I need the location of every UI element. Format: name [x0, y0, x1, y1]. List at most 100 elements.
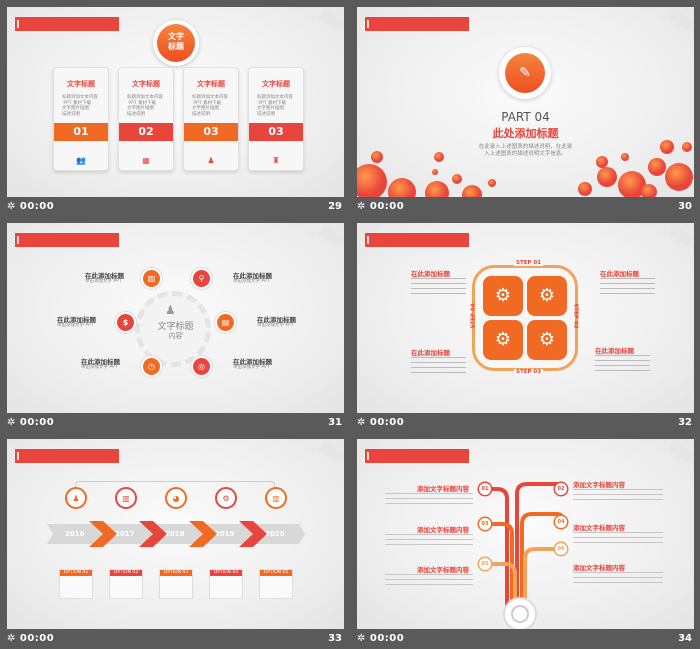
option-card: OPTION 03 — [159, 569, 193, 599]
hexagon-decoration — [300, 8, 344, 35]
person-icon: ♟ — [207, 156, 215, 165]
slide-caption: ✲ 00:00 33 — [7, 631, 344, 649]
item-title: 在此添加标题 — [411, 349, 450, 357]
card-desc: 标题添加文本内容 PPT 素材下载 文字图片插图 描述说明 — [127, 95, 163, 117]
text-placeholder — [385, 534, 473, 548]
text-placeholder — [573, 572, 663, 586]
step-label: STEP 04 — [470, 303, 477, 329]
chart-icon: ♜ — [272, 156, 280, 165]
search-icon: ⚲ — [193, 270, 210, 287]
card-title: 文字标题 — [67, 80, 95, 88]
card-4: 文字标题 标题添加文本内容 PPT 素材下载 文字图片插图 描述说明 03 ♜ — [248, 67, 304, 171]
gear-ring — [135, 291, 211, 367]
building-icon: ▦ — [142, 156, 150, 165]
option-card: OPTION 01 — [59, 569, 93, 599]
bar-chart-icon: ▥ — [117, 489, 135, 507]
slide-canvas: ♟ 文字标题 内容 ▥ ⚲ $ ▤ ◷ ◎ 在此添加标题 单击添加文字 PPT … — [7, 223, 344, 413]
title-bar — [15, 449, 119, 463]
year-label: 2020 — [265, 530, 285, 538]
transition-star-icon: ✲ — [7, 201, 16, 212]
option-card: OPTION 05 — [259, 569, 293, 599]
item-desc: 单击添加文字 PPT — [85, 279, 122, 284]
year-label: 2019 — [215, 530, 235, 538]
slide-number: 31 — [328, 417, 342, 428]
option-card: OPTION 04 — [209, 569, 243, 599]
slide-canvas: 文字 标题 文字标题 标题添加文本内容 PPT 素材下载 文字图片插图 描述说明… — [7, 7, 344, 197]
card-title: 文字标题 — [132, 80, 160, 88]
edit-icon: ✎ — [505, 53, 545, 93]
slide-duration: 00:00 — [19, 633, 55, 644]
card-number: 03 — [184, 123, 238, 141]
card-3: 文字标题 标题添加文本内容 PPT 素材下载 文字图片插图 描述说明 03 ♟ — [183, 67, 239, 171]
center-title: 文字标题 — [157, 322, 194, 332]
item-title: 添加文字标题内容 — [417, 485, 469, 493]
dollar-icon: $ — [117, 314, 134, 331]
item-title: 在此添加标题 — [233, 272, 272, 280]
card-desc: 标题添加文本内容 PPT 素材下载 文字图片插图 描述说明 — [62, 95, 98, 117]
chat-icon: ▤ — [217, 314, 234, 331]
gear-icon: ⚙ — [483, 320, 523, 360]
title-bar — [365, 449, 469, 463]
item-title: 在此添加标题 — [411, 270, 450, 278]
slide-caption: ✲ 00:00 32 — [357, 415, 694, 433]
bar-chart-icon: ▥ — [267, 489, 285, 507]
item-title: 在此添加标题 — [85, 272, 124, 280]
hexagon-decoration — [650, 224, 694, 251]
card-1: 文字标题 标题添加文本内容 PPT 素材下载 文字图片插图 描述说明 01 👥 — [53, 67, 109, 171]
text-placeholder — [385, 493, 473, 507]
option-card: OPTION 02 — [109, 569, 143, 599]
slide-number: 34 — [678, 633, 692, 644]
item-title: 添加文字标题内容 — [417, 526, 469, 534]
card-title: 文字标题 — [197, 80, 225, 88]
step-number: 01 — [479, 483, 491, 495]
step-label: STEP 03 — [514, 369, 544, 375]
item-title: 添加文字标题内容 — [573, 564, 625, 572]
title-bar — [365, 233, 469, 247]
card-number: 02 — [119, 123, 173, 141]
slide-number: 30 — [678, 201, 692, 212]
item-desc: 单击添加文字 PPT — [257, 323, 294, 328]
bar-chart-icon: ▥ — [143, 270, 160, 287]
item-desc: 单击添加文字 PPT — [233, 365, 270, 370]
year-label: 2017 — [115, 530, 135, 538]
text-placeholder — [573, 532, 663, 546]
text-placeholder — [573, 489, 663, 503]
text-placeholder — [600, 278, 655, 296]
title-bar — [365, 17, 469, 31]
item-title: 添加文字标题内容 — [573, 481, 625, 489]
section-heading: 此处添加标题 — [492, 127, 559, 140]
slide-canvas: ✎ PART 04 此处添加标题 在此录入上述图表的描述说明，在此录 入上述图表… — [357, 7, 694, 197]
card-desc: 标题添加文本内容 PPT 素材下载 文字图片插图 描述说明 — [257, 95, 293, 117]
text-placeholder — [411, 357, 466, 375]
timeline-arrow — [47, 521, 305, 547]
slide-number: 33 — [328, 633, 342, 644]
item-title: 添加文字标题内容 — [417, 566, 469, 574]
gear-icon: ⚙ — [527, 320, 567, 360]
center-title: 文字 标题 — [157, 24, 195, 62]
part-label: PART 04 — [501, 110, 550, 124]
slide-canvas: ♟ ▥ ◕ ⚙ ▥ 2016 2017 2018 2019 2020 OPTIO… — [7, 439, 344, 629]
text-placeholder — [595, 355, 650, 373]
section-desc-line1: 在此录入上述图表的描述说明，在此录 — [478, 144, 573, 150]
item-title: 在此添加标题 — [233, 358, 272, 366]
bubble-decoration — [357, 140, 693, 197]
transition-star-icon: ✲ — [357, 633, 366, 644]
section-desc-line2: 入上述图表的描述说明文字信息。 — [484, 151, 567, 157]
gear-icon: ⚙ — [483, 276, 523, 316]
transition-star-icon: ✲ — [357, 201, 366, 212]
year-label: 2016 — [65, 530, 85, 538]
option-label: OPTION 04 — [210, 570, 242, 576]
step-number: 05 — [479, 558, 491, 570]
hexagon-decoration — [300, 224, 344, 251]
option-label: OPTION 01 — [60, 570, 92, 576]
step-label: STEP 02 — [572, 303, 579, 329]
item-title: 在此添加标题 — [81, 358, 120, 366]
option-label: OPTION 03 — [160, 570, 192, 576]
item-title: 在此添加标题 — [600, 270, 639, 278]
step-number: 03 — [479, 518, 491, 530]
user-icon: ♟ — [67, 489, 85, 507]
center-subtitle: 内容 — [168, 332, 183, 340]
slide-duration: 00:00 — [19, 417, 55, 428]
slide-number: 32 — [678, 417, 692, 428]
slide-duration: 00:00 — [369, 417, 405, 428]
